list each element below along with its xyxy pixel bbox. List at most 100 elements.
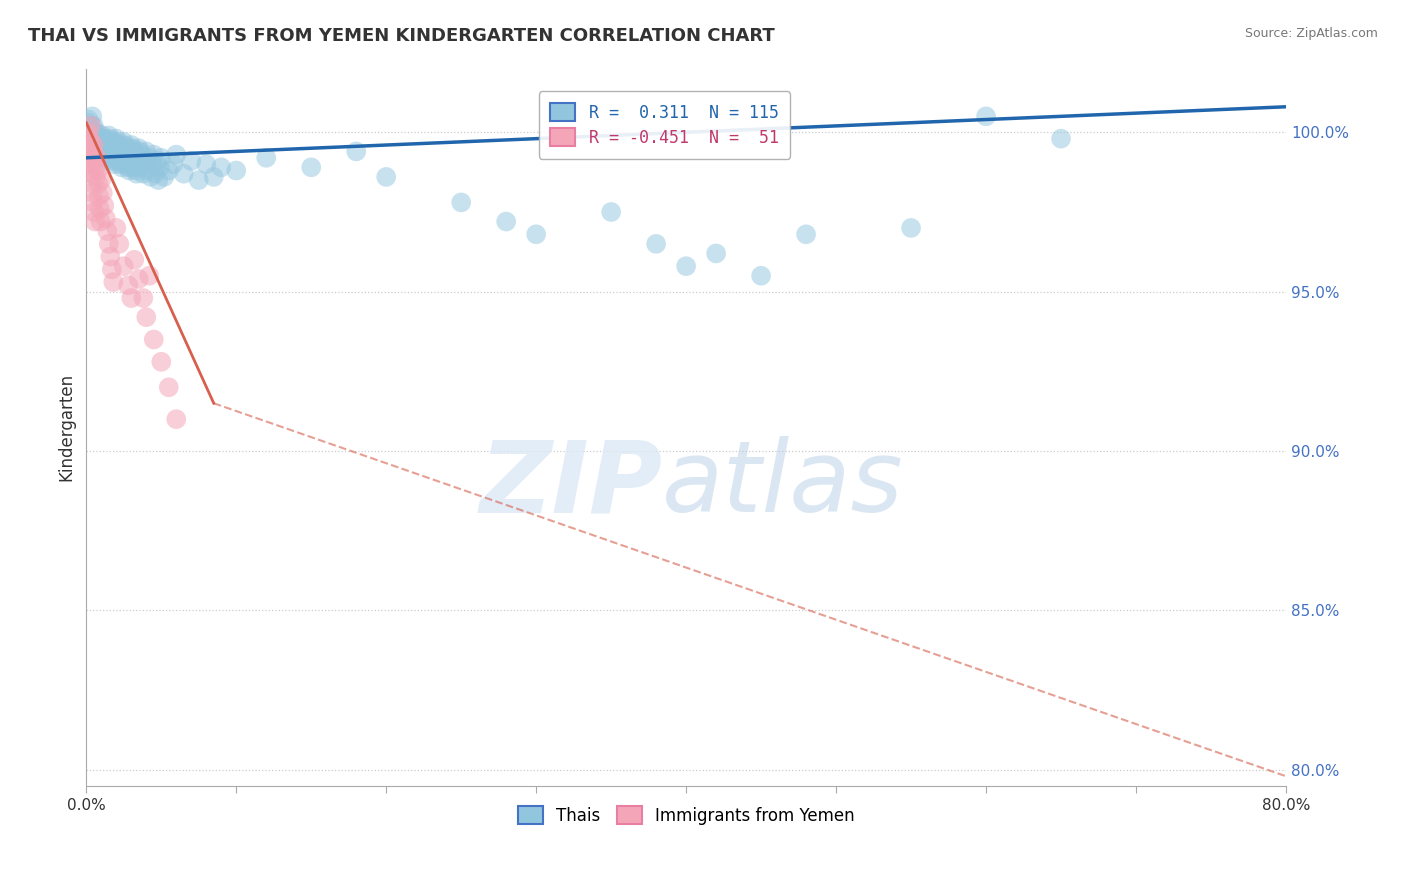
Point	[93, 198, 115, 212]
Point	[120, 151, 142, 165]
Point	[117, 278, 139, 293]
Point	[149, 161, 172, 175]
Point	[645, 236, 668, 251]
Point	[83, 205, 105, 219]
Point	[115, 157, 138, 171]
Point	[98, 147, 121, 161]
Point	[142, 333, 165, 347]
Point	[89, 147, 111, 161]
Point	[86, 131, 108, 145]
Point	[127, 153, 149, 168]
Point	[91, 145, 114, 159]
Point	[80, 119, 103, 133]
Point	[79, 141, 101, 155]
Point	[97, 141, 120, 155]
Point	[96, 224, 118, 238]
Point	[77, 131, 100, 145]
Legend: Thais, Immigrants from Yemen: Thais, Immigrants from Yemen	[508, 797, 865, 835]
Point	[83, 125, 105, 139]
Point	[105, 135, 128, 149]
Point	[157, 163, 180, 178]
Point	[103, 157, 125, 171]
Point	[143, 167, 166, 181]
Point	[121, 141, 143, 155]
Point	[87, 138, 110, 153]
Point	[108, 141, 131, 155]
Point	[1050, 131, 1073, 145]
Point	[124, 252, 146, 267]
Point	[90, 173, 112, 187]
Point	[84, 145, 107, 159]
Point	[98, 250, 121, 264]
Point	[80, 135, 103, 149]
Point	[87, 151, 110, 165]
Point	[87, 189, 110, 203]
Point	[131, 147, 153, 161]
Point	[103, 275, 125, 289]
Point	[254, 151, 277, 165]
Point	[127, 151, 149, 165]
Point	[83, 138, 105, 153]
Point	[82, 157, 104, 171]
Point	[165, 147, 187, 161]
Point	[107, 153, 129, 168]
Point	[121, 157, 143, 171]
Point	[83, 147, 105, 161]
Text: THAI VS IMMIGRANTS FROM YEMEN KINDERGARTEN CORRELATION CHART: THAI VS IMMIGRANTS FROM YEMEN KINDERGART…	[28, 27, 775, 45]
Point	[141, 157, 163, 171]
Point	[794, 227, 817, 242]
Point	[91, 186, 114, 200]
Point	[704, 246, 727, 260]
Point	[150, 151, 173, 165]
Point	[173, 167, 195, 181]
Point	[84, 169, 107, 184]
Text: ZIP: ZIP	[479, 436, 662, 533]
Point	[97, 128, 120, 143]
Point	[118, 147, 141, 161]
Point	[86, 151, 108, 165]
Point	[104, 145, 127, 159]
Point	[125, 167, 148, 181]
Point	[80, 176, 103, 190]
Point	[157, 380, 180, 394]
Point	[84, 141, 107, 155]
Point	[94, 211, 117, 226]
Point	[79, 147, 101, 161]
Point	[112, 147, 135, 161]
Point	[112, 135, 135, 149]
Point	[117, 145, 139, 159]
Point	[82, 109, 104, 123]
Point	[82, 135, 104, 149]
Point	[129, 161, 152, 175]
Point	[132, 291, 155, 305]
Point	[77, 112, 100, 127]
Point	[94, 151, 117, 165]
Point	[91, 128, 114, 143]
Point	[76, 125, 98, 139]
Point	[90, 135, 112, 149]
Point	[142, 147, 165, 161]
Point	[900, 221, 922, 235]
Point	[495, 214, 517, 228]
Point	[77, 128, 100, 143]
Point	[202, 169, 225, 184]
Point	[153, 169, 176, 184]
Point	[84, 214, 107, 228]
Point	[146, 153, 169, 168]
Point	[115, 141, 138, 155]
Point	[675, 259, 697, 273]
Point	[87, 176, 110, 190]
Point	[524, 227, 547, 242]
Point	[82, 186, 104, 200]
Point	[76, 116, 98, 130]
Point	[101, 262, 124, 277]
Point	[375, 169, 398, 184]
Point	[600, 205, 623, 219]
Point	[114, 153, 136, 168]
Y-axis label: Kindergarten: Kindergarten	[58, 373, 75, 481]
Point	[139, 169, 162, 184]
Point	[225, 163, 247, 178]
Point	[79, 157, 101, 171]
Point	[110, 157, 132, 171]
Point	[209, 161, 232, 175]
